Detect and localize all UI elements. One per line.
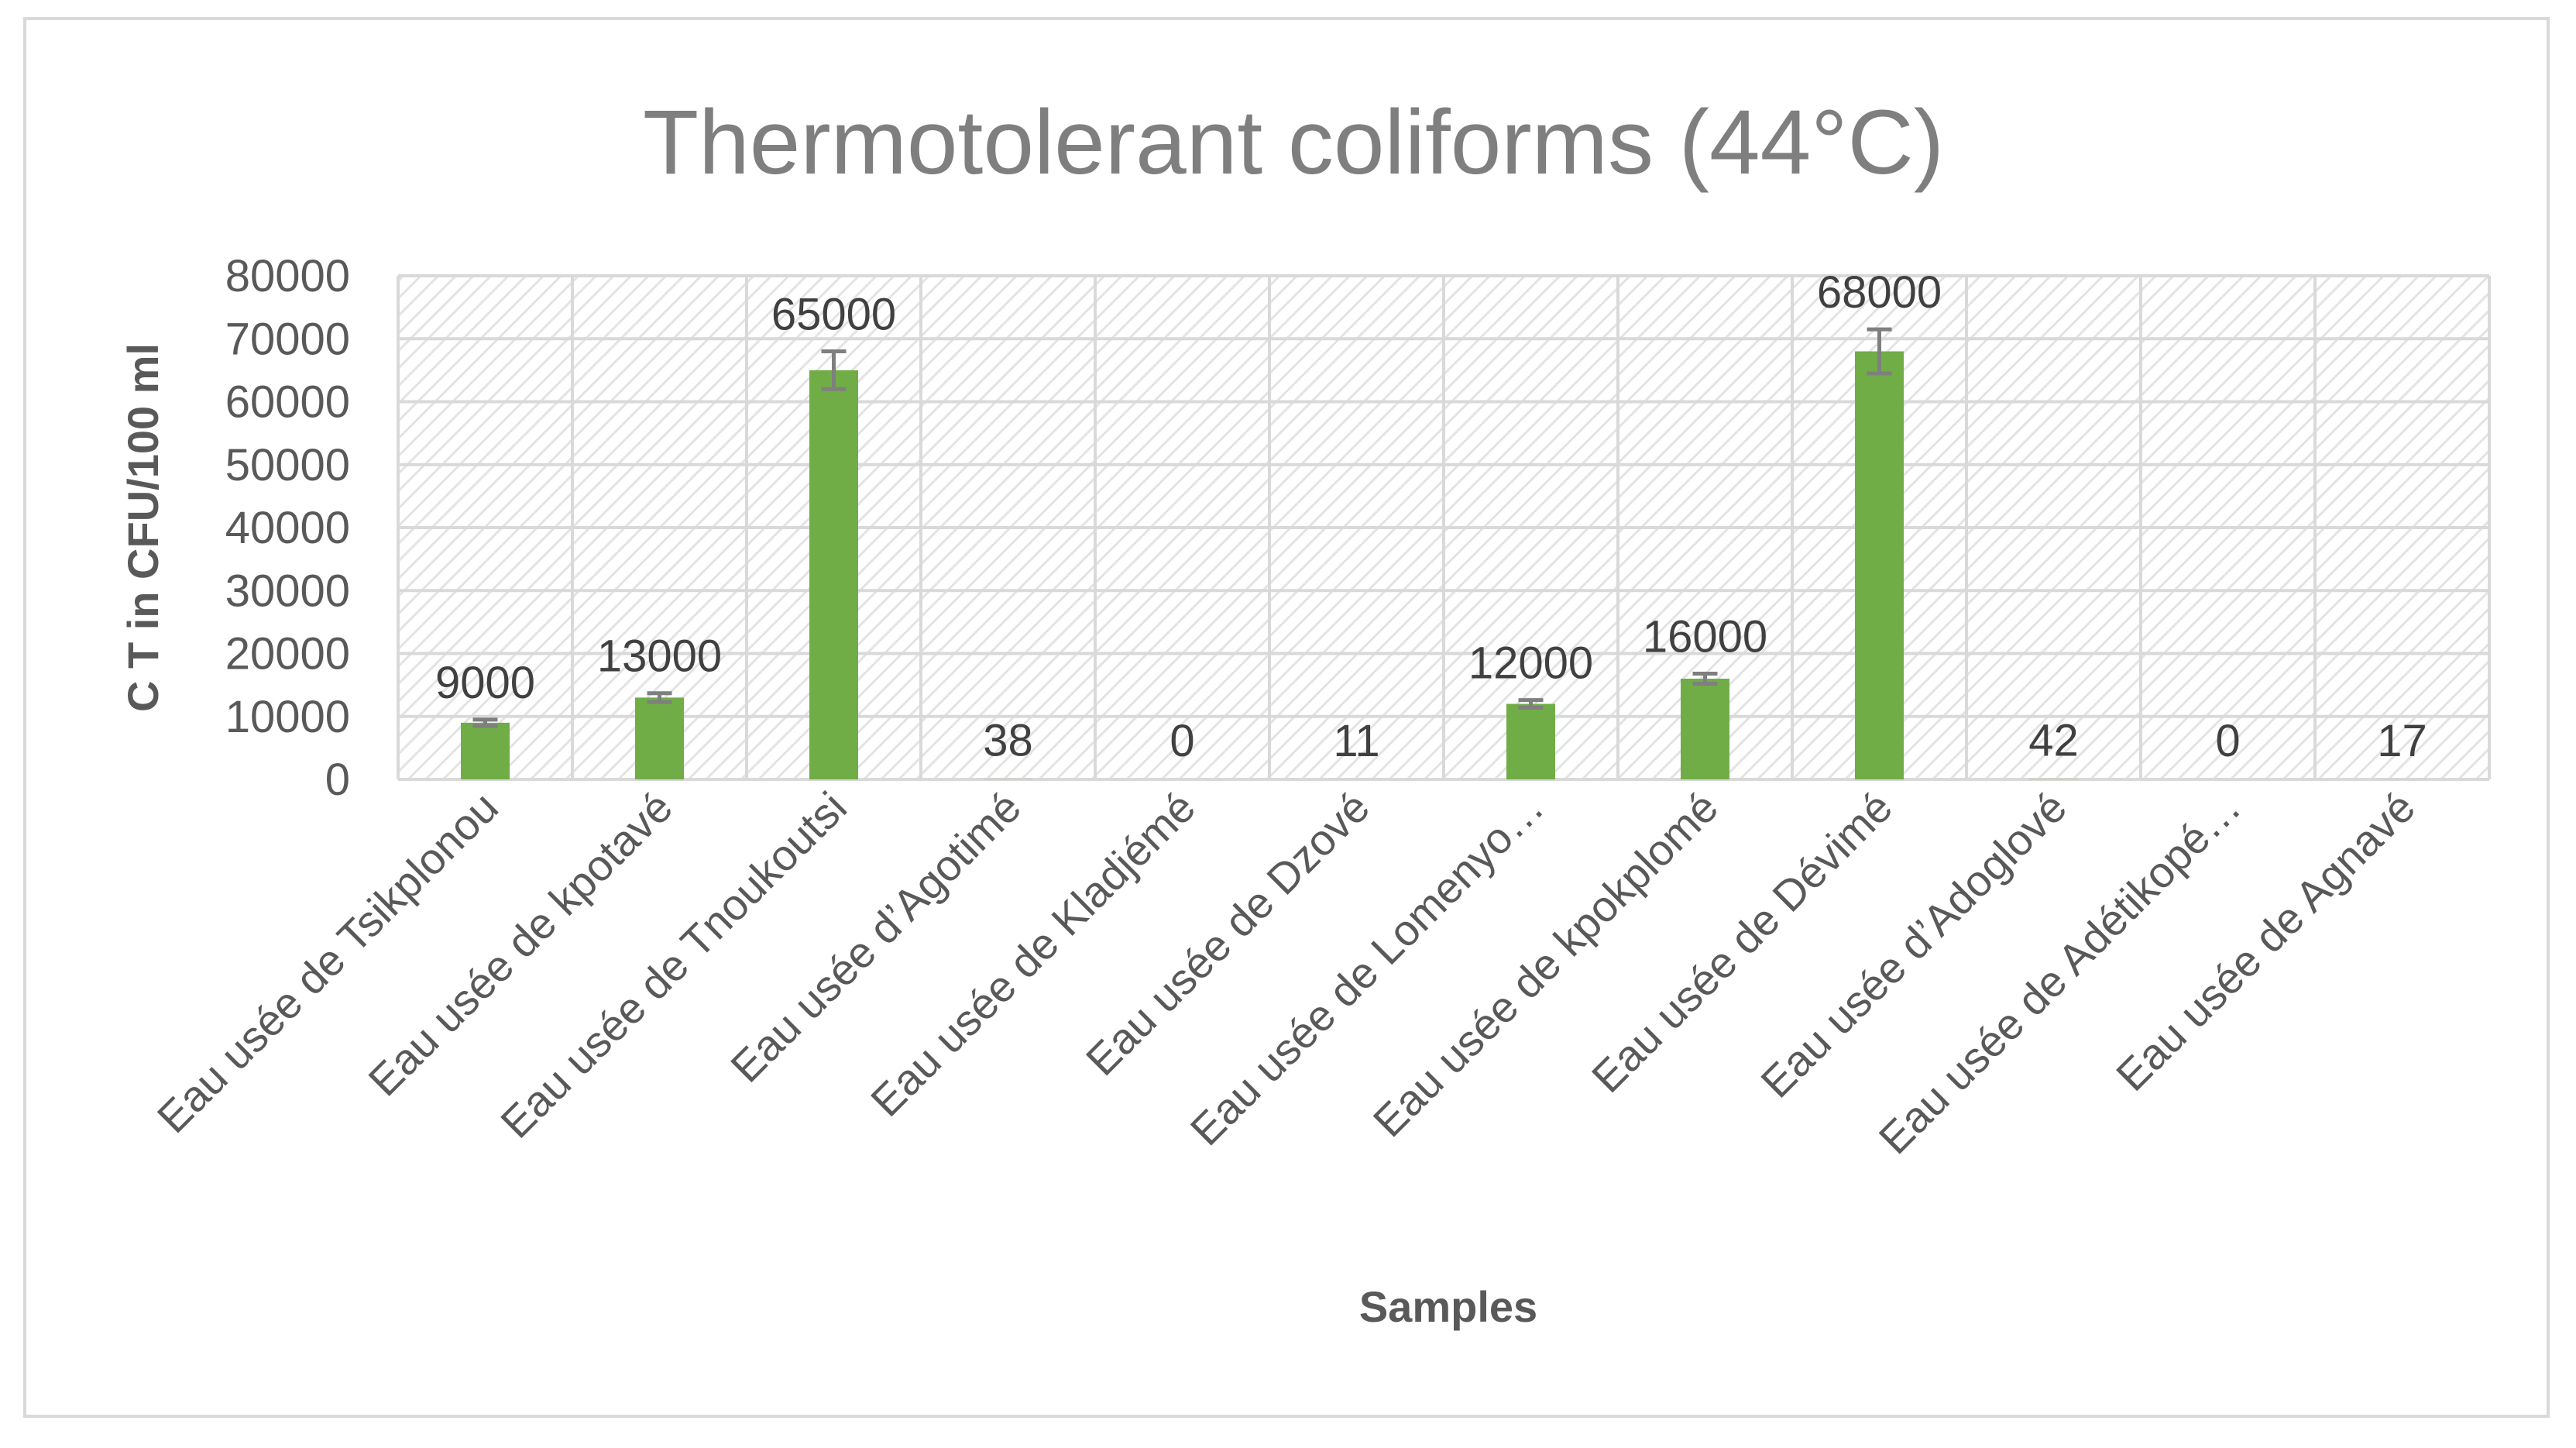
data-label: 9000 xyxy=(435,658,535,708)
x-category-label: Eau usée de Kladjémé xyxy=(861,782,1204,1126)
data-label: 12000 xyxy=(1468,638,1593,689)
y-tick-label: 20000 xyxy=(225,629,350,679)
data-label: 17 xyxy=(2377,716,2427,766)
data-label: 0 xyxy=(1170,716,1194,766)
y-axis-title: C T in CFU/100 ml xyxy=(118,343,167,712)
bar xyxy=(1855,351,1904,779)
bar xyxy=(635,697,684,779)
x-axis-title: Samples xyxy=(1359,1282,1537,1331)
x-category-label: Eau usée de Tsikplonou xyxy=(148,782,507,1142)
y-tick-label: 60000 xyxy=(225,377,350,428)
bar xyxy=(1681,679,1729,779)
data-label: 11 xyxy=(1333,716,1379,766)
y-tick-label: 10000 xyxy=(225,692,350,742)
x-category-label: Eau usée de Tnoukoutsi xyxy=(491,782,856,1147)
x-category-label: Eau usée de kpotavé xyxy=(359,782,682,1106)
y-tick-label: 50000 xyxy=(225,440,350,490)
bar xyxy=(809,370,858,779)
y-tick-label: 30000 xyxy=(225,566,350,616)
x-category-label: Eau usée de Adétikopé… xyxy=(1870,782,2250,1163)
data-label: 38 xyxy=(983,716,1033,766)
x-category-label: Eau usée de Lomenyo… xyxy=(1181,782,1553,1154)
data-label: 42 xyxy=(2028,716,2079,766)
y-tick-label: 80000 xyxy=(225,251,350,301)
chart-frame: Thermotolerant coliforms (44°C) 0 10000 20… xyxy=(23,17,2550,1418)
x-category-label: Eau usée de kpokplomé xyxy=(1364,782,1727,1146)
y-tick-label: 70000 xyxy=(225,314,350,364)
bars xyxy=(461,327,2427,779)
y-tick-label: 0 xyxy=(325,755,350,805)
bar xyxy=(1506,703,1555,779)
chart-title: Thermotolerant coliforms (44°C) xyxy=(643,91,1944,194)
x-category-label: Eau usée d’Adoglové xyxy=(1751,782,2076,1107)
bar xyxy=(461,722,510,779)
data-label: 13000 xyxy=(597,631,722,682)
data-label: 65000 xyxy=(771,290,896,340)
y-tick-label: 40000 xyxy=(225,503,350,553)
x-category-label: Eau usée de Dzové xyxy=(1077,782,1379,1085)
data-label: 0 xyxy=(2215,716,2240,766)
data-label: 16000 xyxy=(1643,612,1767,662)
x-category-label: Eau usée de Dévimé xyxy=(1582,782,1901,1102)
data-label: 68000 xyxy=(1817,267,1942,318)
x-category-label: Eau usée d’Agotimé xyxy=(721,782,1030,1092)
gridlines xyxy=(397,274,2491,781)
x-category-label: Eau usée de Agnavé xyxy=(2107,782,2424,1100)
bar-chart: Thermotolerant coliforms (44°C) 0 10000 20… xyxy=(118,91,2491,1331)
